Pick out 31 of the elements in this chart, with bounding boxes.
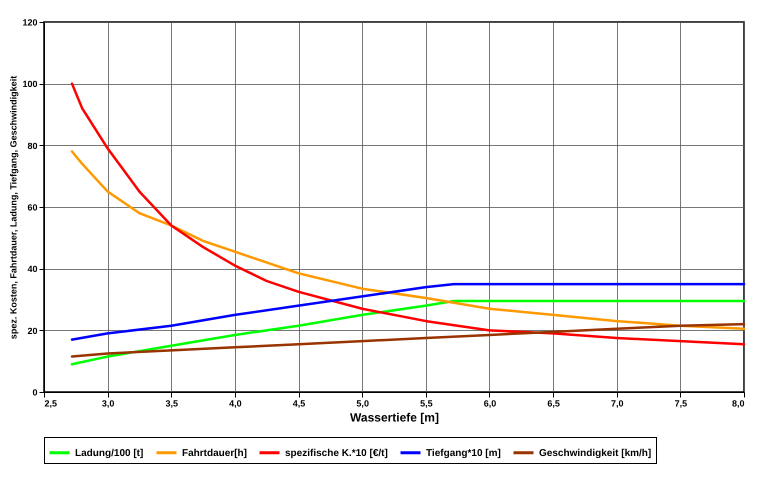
legend-label: Ladung/100 [t] [75, 448, 144, 459]
x-tick-label: 6,5 [547, 398, 560, 408]
legend-label: Geschwindigkeit [km/h] [539, 448, 652, 459]
y-tick-label: 0 [32, 388, 38, 398]
x-tick-label: 5,0 [356, 398, 369, 408]
x-tick-label: 5,5 [420, 398, 433, 408]
x-tick-label: 4,0 [229, 398, 242, 408]
x-tick-label: 7,0 [610, 398, 624, 408]
y-tick-label: 120 [22, 18, 38, 28]
line-series [70, 282, 746, 341]
line-series [70, 150, 746, 330]
legend-label: Tiefgang*10 [m] [426, 448, 501, 459]
y-tick-label: 60 [27, 202, 38, 212]
y-tick-label: 40 [27, 264, 38, 274]
line-series [70, 82, 746, 346]
x-tick-label: 7,5 [674, 398, 688, 408]
x-tick-label: 4,5 [292, 398, 306, 408]
x-tick-label: 3,0 [102, 398, 114, 408]
legend-label: spezifische K.*10 [€/t] [285, 448, 388, 459]
y-tick-label: 80 [27, 140, 38, 151]
x-axis-title: Wassertiefe [m] [350, 410, 439, 424]
legend-label: Fahrtdauer[h] [182, 448, 247, 459]
x-tick-label: 6,0 [484, 398, 496, 408]
line-series [70, 322, 746, 358]
x-tick-label: 2,5 [44, 398, 58, 408]
y-tick-label: 20 [27, 326, 38, 336]
line-series [70, 300, 746, 366]
y-axis-title: spez. Kosten, Fahrtdauer, Ladung, Tiefgang, Geschwindigkeit [8, 76, 18, 340]
x-tick-label: 3,5 [166, 398, 178, 408]
y-tick-label: 100 [22, 79, 38, 90]
x-tick-label: 8,0 [732, 398, 744, 408]
